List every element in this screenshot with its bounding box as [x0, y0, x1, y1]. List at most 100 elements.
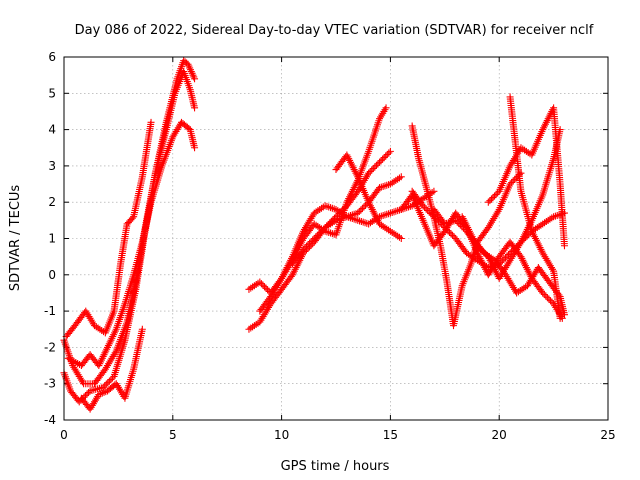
- data-point: [191, 104, 199, 112]
- x-tick-label: 20: [492, 428, 507, 442]
- y-tick-label: 5: [48, 86, 56, 100]
- track-marker: [543, 294, 551, 302]
- track-marker: [445, 228, 453, 236]
- y-axis-label: SDTVAR / TECUs: [8, 185, 23, 292]
- series-track-15: [484, 104, 568, 250]
- data-point: [419, 202, 427, 210]
- track-marker: [421, 203, 429, 211]
- track-marker: [509, 177, 517, 185]
- track-marker: [425, 208, 433, 216]
- track-marker: [449, 231, 457, 239]
- track-marker: [104, 379, 112, 387]
- track-marker: [262, 284, 270, 292]
- track-marker: [372, 161, 380, 169]
- track-marker: [101, 382, 109, 390]
- data-point: [539, 289, 547, 297]
- data-point: [365, 169, 373, 177]
- data-point: [560, 242, 568, 250]
- track-marker: [379, 155, 387, 163]
- track-marker: [316, 228, 324, 236]
- data-point: [430, 213, 438, 221]
- chart-title: Day 086 of 2022, Sidereal Day-to-day VTE…: [75, 23, 594, 38]
- track-marker: [461, 222, 469, 230]
- track-marker: [304, 241, 312, 249]
- data-point: [354, 209, 362, 217]
- track-marker: [427, 210, 435, 218]
- series-track-5: [77, 325, 146, 413]
- track-marker: [540, 291, 548, 299]
- series-track-3: [62, 118, 155, 341]
- data-point: [99, 383, 107, 391]
- data-point: [310, 235, 318, 242]
- data-point: [506, 180, 514, 188]
- series-track-4: [64, 118, 199, 370]
- y-tick-label: 3: [48, 159, 56, 173]
- y-tick-label: -2: [44, 340, 56, 354]
- track-marker: [257, 280, 265, 288]
- x-tick-label: 0: [60, 428, 68, 442]
- track-marker: [371, 163, 379, 171]
- data-point: [256, 278, 264, 286]
- data-point: [484, 198, 492, 206]
- track-marker: [382, 152, 390, 160]
- track-marker: [313, 231, 321, 239]
- track-marker: [546, 297, 554, 305]
- y-tick-label: -3: [44, 377, 56, 391]
- data-point: [299, 245, 307, 253]
- track-marker: [489, 194, 497, 202]
- track-marker: [318, 227, 326, 235]
- y-tick-label: 0: [48, 268, 56, 282]
- track-marker: [97, 390, 105, 398]
- track-marker: [374, 160, 382, 168]
- data-point: [191, 75, 199, 83]
- track-marker: [312, 233, 320, 241]
- plot-frame: [63, 56, 609, 421]
- track-marker: [511, 175, 519, 183]
- track-marker: [307, 238, 315, 246]
- series-track-6: [245, 104, 390, 297]
- track-marker: [102, 380, 110, 388]
- track-marker: [494, 189, 502, 197]
- track-marker: [383, 150, 391, 158]
- track-marker: [302, 242, 310, 250]
- track-marker: [385, 149, 393, 157]
- y-tick-label: 4: [48, 123, 56, 137]
- track-marker: [358, 204, 366, 212]
- track-marker: [83, 390, 91, 398]
- data-point: [558, 314, 566, 322]
- track-marker: [492, 190, 500, 198]
- y-tick-label: 2: [48, 195, 56, 209]
- track-marker: [128, 214, 136, 222]
- data-point: [397, 173, 405, 181]
- track-marker: [487, 195, 495, 203]
- data-point: [397, 235, 405, 242]
- x-axis-label: GPS time / hours: [281, 459, 390, 474]
- track-marker: [428, 211, 436, 219]
- track-marker: [315, 230, 323, 238]
- track-marker: [360, 203, 368, 211]
- data-point: [386, 147, 394, 155]
- y-tick-label: 6: [48, 50, 56, 64]
- track-marker: [380, 154, 388, 162]
- track-marker: [108, 374, 116, 382]
- track-marker: [424, 206, 432, 214]
- track-marker: [261, 283, 269, 291]
- data-point: [430, 187, 438, 195]
- y-tick-label: -4: [44, 413, 56, 427]
- x-tick-label: 25: [600, 428, 615, 442]
- series-track-17: [397, 191, 566, 322]
- x-tick-label: 10: [274, 428, 289, 442]
- data-point: [147, 118, 155, 126]
- y-tick-label: 1: [48, 232, 56, 246]
- axes: -4 -3 -2 -1 0 1 2 3 4 5 6 0 5 10 15 20 25: [44, 50, 616, 442]
- track-marker: [369, 164, 377, 172]
- data-point: [376, 158, 384, 166]
- track-marker: [542, 292, 550, 300]
- track-marker: [105, 377, 113, 385]
- track-marker: [107, 376, 115, 384]
- x-tick-label: 15: [383, 428, 398, 442]
- track-marker: [486, 197, 494, 205]
- data-point: [138, 325, 146, 333]
